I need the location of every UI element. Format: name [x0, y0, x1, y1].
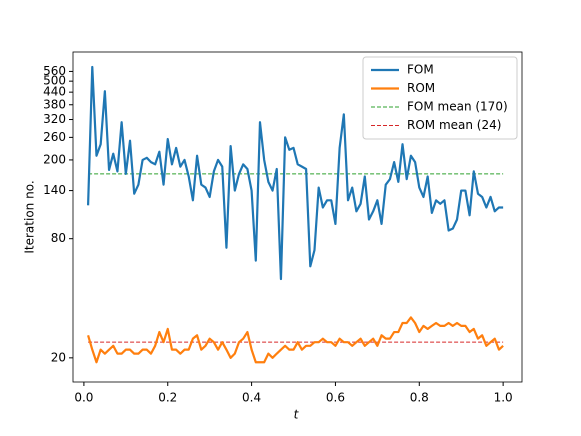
y-tick-label: 20	[51, 350, 66, 364]
y-tick-label: 440	[43, 85, 66, 99]
y-tick-label: 80	[51, 231, 66, 245]
y-tick-label: 500	[43, 74, 66, 88]
legend-label: ROM mean (24)	[407, 118, 501, 132]
x-tick-label: 0.2	[158, 391, 177, 405]
x-axis-label: t	[294, 408, 300, 422]
y-tick-label: 140	[43, 183, 66, 197]
x-tick-label: 1.0	[494, 391, 513, 405]
legend-label: FOM	[407, 63, 434, 77]
data-line	[86, 65, 504, 281]
y-tick-label: 560	[43, 64, 66, 78]
x-tick-label: 0.0	[74, 391, 93, 405]
data-line	[87, 316, 504, 364]
y-tick-label: 260	[43, 130, 66, 144]
legend-box	[362, 56, 518, 140]
x-tick-label: 0.6	[326, 391, 345, 405]
x-tick-label: 0.8	[410, 391, 429, 405]
y-tick-label: 380	[43, 97, 66, 111]
y-tick-label: 320	[43, 112, 66, 126]
legend-label: ROM	[407, 81, 435, 95]
legend-label: FOM mean (170)	[407, 100, 508, 114]
y-axis-label: Iteration no.	[23, 180, 37, 253]
x-tick-label: 0.4	[242, 391, 261, 405]
axes-frame	[72, 51, 523, 383]
y-tick-label: 200	[43, 152, 66, 166]
